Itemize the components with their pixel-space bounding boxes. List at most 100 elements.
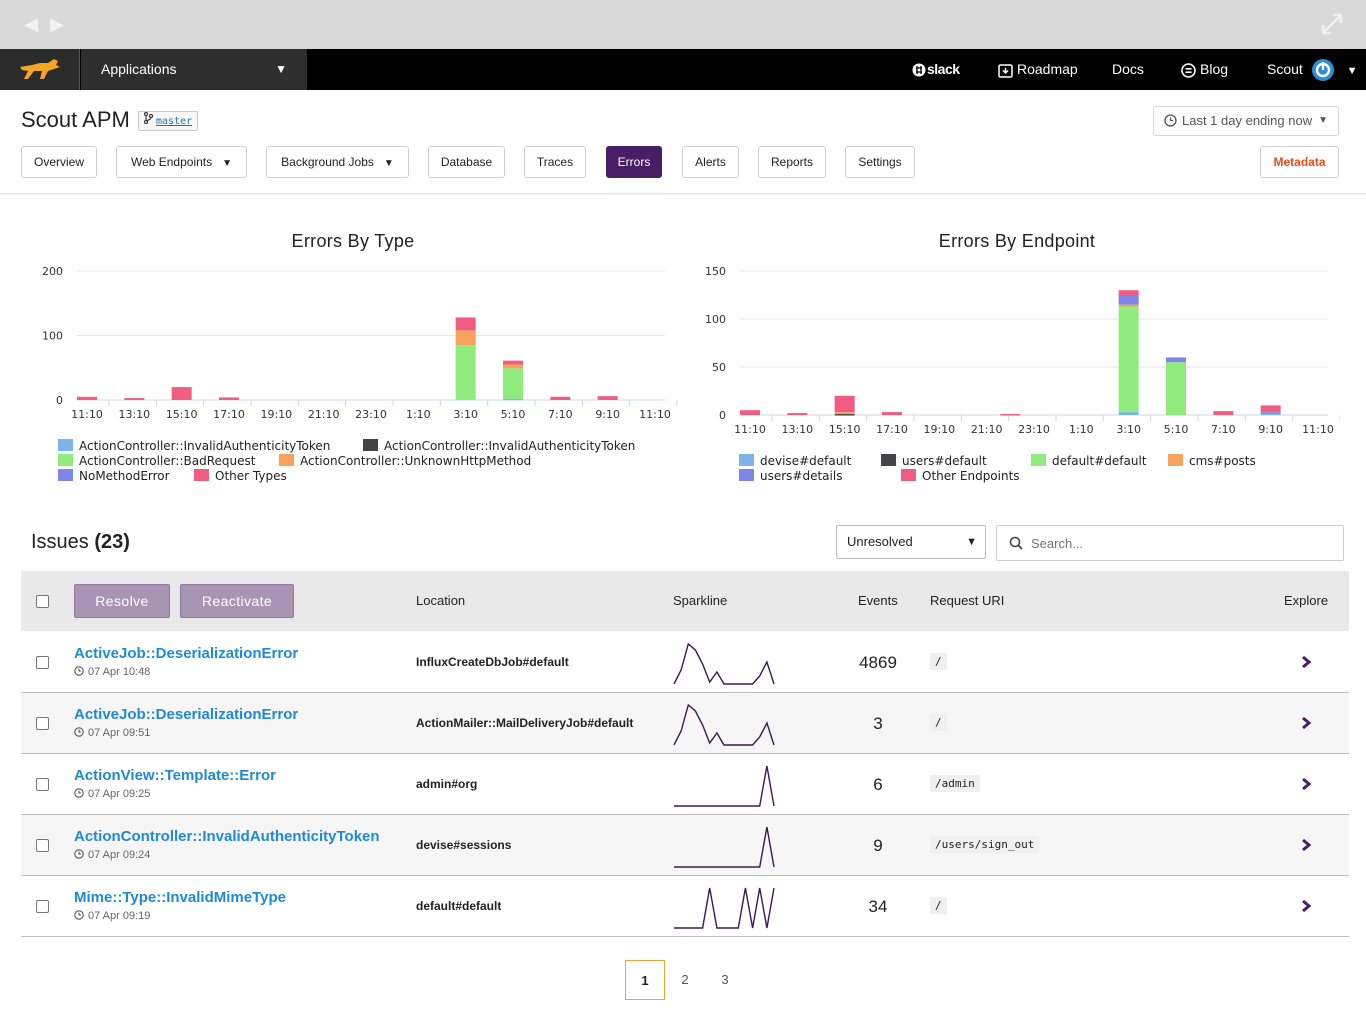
x-tick-label: 15:10 xyxy=(829,423,861,436)
sparkline-chart xyxy=(673,642,775,685)
docs-link[interactable]: Docs xyxy=(1112,49,1144,90)
blog-label: Blog xyxy=(1200,61,1229,77)
chart-bar xyxy=(455,345,476,400)
error-name-link[interactable]: Mime::Type::InvalidMimeType xyxy=(74,889,286,906)
tab-reports[interactable]: Reports xyxy=(758,146,826,178)
chevron-right-icon[interactable] xyxy=(1299,654,1313,670)
tab-overview[interactable]: Overview xyxy=(21,146,97,178)
page-button-3[interactable]: 3 xyxy=(721,972,729,987)
event-count: 9 xyxy=(873,836,883,855)
legend-item[interactable]: ActionController::InvalidAuthenticityTok… xyxy=(363,439,635,454)
applications-dropdown[interactable]: Applications ▼ xyxy=(81,49,307,90)
metadata-button[interactable]: Metadata xyxy=(1260,146,1339,178)
legend-item[interactable]: Other Types xyxy=(194,469,287,484)
legend-item[interactable]: users#details xyxy=(739,469,842,484)
slack-link[interactable]: slack xyxy=(912,49,960,90)
back-arrow-icon[interactable]: ◀ xyxy=(24,14,38,34)
error-name-link[interactable]: ActiveJob::DeserializationError xyxy=(74,706,299,723)
clock-icon xyxy=(74,666,84,676)
chevron-right-icon[interactable] xyxy=(1299,898,1313,914)
issues-search-box[interactable] xyxy=(996,525,1344,561)
legend-label: ActionController::InvalidAuthenticityTok… xyxy=(384,439,636,453)
row-checkbox[interactable] xyxy=(36,839,49,852)
charts-section: Errors By Type 0 100 200 11:10 13:10 15:10 17:… xyxy=(0,195,1366,505)
select-all-checkbox[interactable] xyxy=(36,595,49,608)
sparkline-path xyxy=(673,703,775,746)
x-tick-label: 19:10 xyxy=(260,408,292,421)
y-tick-label: 100 xyxy=(42,330,63,343)
status-filter-select[interactable]: Unresolved ▼ xyxy=(836,525,986,559)
chart-bar xyxy=(834,412,855,415)
error-name-link[interactable]: ActionView::Template::Error xyxy=(74,767,276,784)
chart-bar xyxy=(1118,290,1139,295)
time-range-dropdown[interactable]: Last 1 day ending now ▼ xyxy=(1153,106,1339,136)
roadmap-link[interactable]: Roadmap xyxy=(998,49,1078,90)
error-location: admin#org xyxy=(416,777,478,791)
expand-icon[interactable] xyxy=(1320,12,1344,36)
chart-bar xyxy=(1000,414,1021,416)
chart-bar xyxy=(77,396,97,400)
page-button-1[interactable]: 1 xyxy=(625,960,665,1000)
clock-icon xyxy=(74,849,84,859)
page-button-2[interactable]: 2 xyxy=(681,972,689,987)
legend-item[interactable]: ActionController::BadRequest xyxy=(58,454,255,469)
branch-badge[interactable]: master xyxy=(138,111,199,131)
error-name-link[interactable]: ActiveJob::DeserializationError xyxy=(74,645,299,662)
legend-item[interactable]: ActionController::UnknownHttpMethod xyxy=(279,454,531,469)
x-tick-label: 17:10 xyxy=(213,408,245,421)
chart-bar xyxy=(834,414,855,416)
x-tick-label: 13:10 xyxy=(781,423,813,436)
legend-item[interactable]: cms#posts xyxy=(1168,454,1256,469)
tab-alerts[interactable]: Alerts xyxy=(682,146,739,178)
x-tick-label: 23:10 xyxy=(1018,423,1050,436)
tab-traces[interactable]: Traces xyxy=(524,146,586,178)
row-checkbox[interactable] xyxy=(36,778,49,791)
chevron-right-icon[interactable] xyxy=(1299,715,1313,731)
blog-link[interactable]: Blog xyxy=(1181,49,1228,90)
legend-item[interactable]: ActionController::InvalidAuthenticityTok… xyxy=(58,439,330,454)
event-count: 34 xyxy=(868,897,888,916)
x-tick-label: 21:10 xyxy=(971,423,1003,436)
legend-item[interactable]: NoMethodError xyxy=(58,469,170,484)
chart-bar xyxy=(1166,357,1186,363)
user-menu[interactable]: Scout ▼ xyxy=(1267,49,1357,90)
legend-item[interactable]: Other Endpoints xyxy=(901,469,1020,484)
row-checkbox[interactable] xyxy=(36,656,49,669)
error-timestamp: 07 Apr 09:51 xyxy=(74,727,150,739)
resolve-button[interactable]: Resolve xyxy=(74,584,170,618)
chart-bar xyxy=(1260,413,1281,415)
y-tick-label: 200 xyxy=(42,265,63,278)
tab-errors[interactable]: Errors xyxy=(606,146,662,178)
event-count: 4869 xyxy=(859,653,897,672)
tab-background-jobs[interactable]: Background Jobs ▼ xyxy=(266,146,409,178)
tab-web-endpoints[interactable]: Web Endpoints ▼ xyxy=(116,146,247,178)
reactivate-button[interactable]: Reactivate xyxy=(180,584,294,618)
tab-reports-label: Reports xyxy=(770,155,814,169)
legend-label: default#default xyxy=(1052,454,1147,468)
chevron-right-icon[interactable] xyxy=(1299,776,1313,792)
chevron-right-icon[interactable] xyxy=(1299,837,1313,853)
x-tick-label: 11:10 xyxy=(734,423,766,436)
row-checkbox[interactable] xyxy=(36,717,49,730)
tab-settings[interactable]: Settings xyxy=(845,146,915,178)
sparkline-path xyxy=(674,765,775,807)
legend-swatch xyxy=(279,454,294,466)
chevron-down-icon: ▼ xyxy=(1346,65,1358,77)
roadmap-label: Roadmap xyxy=(1017,61,1078,77)
search-input[interactable] xyxy=(1031,534,1331,552)
status-filter-value: Unresolved xyxy=(847,534,913,549)
forward-arrow-icon[interactable]: ▶ xyxy=(50,14,64,34)
tab-background-jobs-label: Background Jobs xyxy=(281,155,374,169)
row-checkbox[interactable] xyxy=(36,900,49,913)
chart-bar xyxy=(550,396,571,400)
y-tick-label: 100 xyxy=(705,313,726,326)
tab-database[interactable]: Database xyxy=(428,146,505,178)
slack-label: slack xyxy=(927,61,960,77)
scout-logo[interactable] xyxy=(0,49,80,90)
error-name-link[interactable]: ActionController::InvalidAuthenticityTok… xyxy=(74,828,380,845)
legend-item[interactable]: default#default xyxy=(1031,454,1147,469)
legend-item[interactable]: users#default xyxy=(881,454,987,469)
slack-icon xyxy=(912,63,926,77)
error-timestamp: 07 Apr 09:19 xyxy=(74,910,150,922)
legend-item[interactable]: devise#default xyxy=(739,454,851,469)
